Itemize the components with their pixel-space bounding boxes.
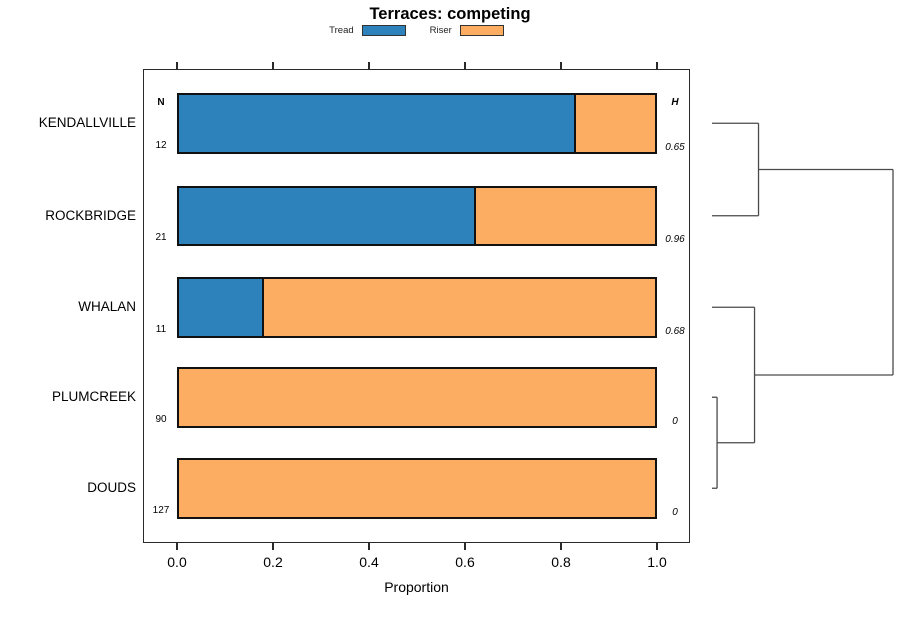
h-value: 0.65 — [665, 141, 685, 153]
legend-riser-swatch — [459, 25, 504, 36]
bar-segment-tread — [179, 187, 476, 244]
n-value: 12 — [155, 139, 167, 151]
x-axis-tick-top — [656, 62, 658, 69]
x-axis-tick-top — [368, 62, 370, 69]
x-axis-tick-label: 0.2 — [263, 554, 283, 570]
bar-kendallville — [177, 93, 657, 154]
x-axis-tick-bottom — [368, 543, 370, 550]
h-column-header: H — [671, 97, 679, 108]
h-value: 0 — [672, 506, 678, 518]
h-value: 0.96 — [665, 234, 685, 245]
x-axis-tick-top — [464, 62, 466, 69]
x-axis-tick-bottom — [176, 543, 178, 550]
x-axis-tick-bottom — [656, 543, 658, 550]
bar-rockbridge — [177, 185, 657, 246]
category-label: PLUMCREEK — [51, 389, 136, 405]
plot-box — [143, 69, 690, 543]
x-axis-tick-top — [272, 62, 274, 69]
n-value: 21 — [155, 232, 167, 243]
bar-plumcreek — [177, 367, 657, 428]
x-axis-tick-label: 0.8 — [551, 554, 571, 570]
x-axis-tick-label: 0.4 — [359, 554, 379, 570]
x-axis-tick-label: 0.6 — [455, 554, 475, 570]
category-label: KENDALLVILLE — [38, 115, 136, 131]
x-axis-label: Proportion — [384, 579, 449, 595]
category-label: WHALAN — [78, 299, 136, 315]
x-axis-tick-label: 1.0 — [647, 554, 667, 570]
x-axis-tick-bottom — [272, 543, 274, 550]
bar-segment-tread — [179, 279, 265, 336]
x-axis-tick-label: 0.0 — [167, 554, 187, 570]
bar-segment-tread — [179, 95, 577, 152]
h-value: 0.68 — [665, 325, 685, 337]
x-axis-tick-bottom — [560, 543, 562, 550]
h-value: 0 — [672, 415, 678, 427]
category-label: ROCKBRIDGE — [45, 207, 136, 223]
legend-tread-swatch — [361, 25, 406, 36]
chart-title: Terraces: competing — [369, 5, 531, 23]
n-value: 11 — [155, 323, 167, 335]
n-value: 127 — [152, 504, 170, 516]
x-axis-tick-top — [560, 62, 562, 69]
n-column-header: N — [157, 97, 165, 108]
x-axis-tick-bottom — [464, 543, 466, 550]
legend-riser-label: Riser — [429, 25, 452, 36]
legend: Tread Riser — [143, 25, 690, 36]
category-label: DOUDS — [87, 480, 136, 496]
n-value: 90 — [155, 413, 167, 425]
bar-douds — [177, 458, 657, 519]
x-axis-tick-top — [176, 62, 178, 69]
bar-whalan — [177, 277, 657, 338]
legend-tread-label: Tread — [329, 25, 354, 36]
